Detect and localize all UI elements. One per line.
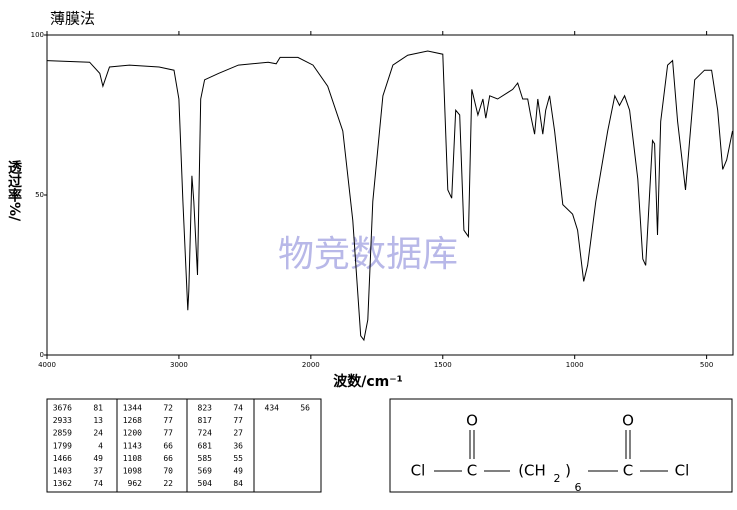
oxygen: O [622,412,634,430]
x-tick-label: 4000 [38,361,56,369]
peak-wavenumber: 1143 [123,441,142,450]
peak-wavenumber: 2859 [53,429,72,438]
peak-transmittance: 4 [98,441,103,450]
peak-wavenumber: 1200 [123,429,142,438]
peak-wavenumber: 585 [198,454,213,463]
spectrum-line [46,50,733,342]
peak-wavenumber: 1362 [53,479,72,488]
peak-transmittance: 49 [93,454,103,463]
peak-wavenumber: 1098 [123,467,142,476]
peak-transmittance: 74 [233,404,243,413]
chart-title: 薄膜法 [50,10,95,28]
peak-transmittance: 49 [233,467,243,476]
peak-wavenumber: 1799 [53,441,72,450]
peak-transmittance: 36 [233,441,243,450]
atom: Cl [675,462,690,480]
plot-frame [46,34,734,356]
structure-frame [389,398,733,493]
peak-wavenumber: 504 [198,479,213,488]
peak-wavenumber: 962 [128,479,143,488]
peak-wavenumber: 3676 [53,404,72,413]
x-axis-label: 波数/cm⁻¹ [333,373,403,390]
peak-wavenumber: 1108 [123,454,142,463]
peak-transmittance: 66 [163,454,173,463]
peak-transmittance: 55 [233,454,243,463]
oxygen: O [466,412,478,430]
peak-wavenumber: 434 [265,404,280,413]
peak-transmittance: 37 [93,467,103,476]
atom: ) [565,462,571,480]
x-tick-label: 500 [700,361,713,369]
peak-wavenumber: 724 [198,429,213,438]
bonds [434,430,668,472]
watermark: 物竞数据库 [278,234,458,275]
atom: (CH [518,462,546,480]
peak-transmittance: 81 [93,404,103,413]
peak-wavenumber: 1403 [53,467,72,476]
peak-transmittance: 77 [163,416,173,425]
peak-table-frame [46,398,322,493]
x-tick-label: 3000 [170,361,188,369]
peak-transmittance: 77 [163,429,173,438]
peak-wavenumber: 569 [198,467,213,476]
y-tick-label: 0 [40,351,44,359]
peak-transmittance: 56 [300,404,310,413]
peak-transmittance: 70 [163,467,173,476]
peak-transmittance: 13 [93,416,103,425]
x-tick-label: 2000 [302,361,320,369]
subscript: 6 [575,481,582,494]
peak-wavenumber: 1466 [53,454,72,463]
peak-wavenumber: 817 [198,416,213,425]
peak-wavenumber: 2933 [53,416,72,425]
y-tick-label: 50 [35,191,44,199]
peak-transmittance: 27 [233,429,243,438]
y-tick-label: 100 [31,31,44,39]
peak-wavenumber: 1344 [123,404,142,413]
peak-wavenumber: 1268 [123,416,142,425]
peak-transmittance: 24 [93,429,103,438]
atom: C [623,462,633,480]
peak-wavenumber: 823 [198,404,213,413]
peak-transmittance: 84 [233,479,243,488]
peak-transmittance: 72 [163,404,173,413]
peak-transmittance: 77 [233,416,243,425]
peak-transmittance: 66 [163,441,173,450]
peak-wavenumber: 681 [198,441,213,450]
x-tick-label: 1500 [434,361,452,369]
atom: Cl [411,462,426,480]
peak-transmittance: 74 [93,479,103,488]
subscript: 2 [554,472,561,485]
y-axis-label: 透过率%/ [6,160,22,222]
peak-transmittance: 22 [163,479,173,488]
atom: C [467,462,477,480]
x-tick-label: 1000 [566,361,584,369]
